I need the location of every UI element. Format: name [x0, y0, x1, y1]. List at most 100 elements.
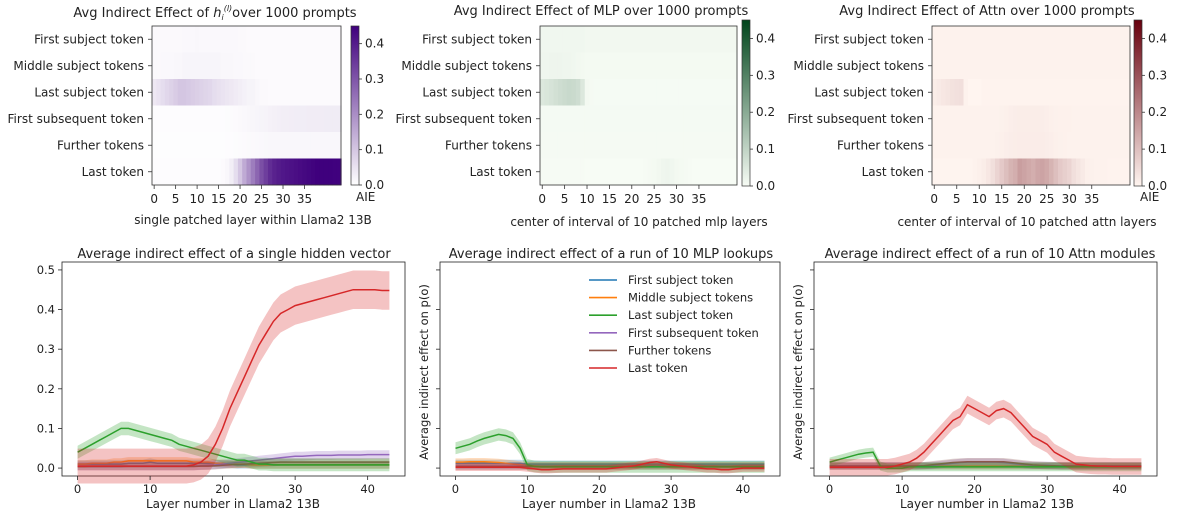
heatmap-cell	[932, 26, 938, 53]
heatmap-cell	[950, 79, 956, 106]
heatmap-row-label: Last token	[862, 165, 924, 179]
heatmap-cell	[276, 79, 282, 106]
heatmap-cell	[968, 26, 974, 53]
heatmap-cell	[963, 26, 969, 53]
heatmap-cell	[1085, 158, 1091, 186]
heatmap-cell	[611, 26, 617, 53]
heatmap-cell	[575, 52, 581, 80]
heatmap-cell	[660, 158, 666, 186]
colorbar-tick-label: 0.3	[756, 68, 775, 82]
heatmap-cell	[995, 52, 1001, 80]
heatmap-cell	[553, 158, 559, 186]
heatmap-cell	[259, 132, 265, 159]
heatmap-cell	[246, 105, 252, 133]
heatmap-cell	[1080, 52, 1086, 80]
heatmap-cell	[548, 158, 555, 186]
heatmap-row-label: Further tokens	[57, 138, 144, 152]
heatmap-cell	[629, 132, 635, 159]
heatmap-cell	[1076, 132, 1082, 159]
heatmap-cell	[190, 158, 196, 186]
heatmap-cell	[1071, 105, 1077, 133]
xtick-label: 10	[143, 482, 158, 496]
heatmap-cell	[220, 132, 226, 159]
heatmap-cell	[687, 79, 693, 106]
heatmap-cell	[336, 158, 342, 186]
heatmap-cell	[177, 79, 183, 106]
heatmap-cell	[1031, 132, 1037, 159]
heatmap-cell	[164, 52, 170, 80]
heatmap-cell	[620, 158, 626, 186]
heatmap-cell	[990, 105, 996, 133]
heatmap-cell	[656, 105, 662, 133]
heatmap-cell	[310, 105, 316, 133]
heatmap-cell	[199, 132, 205, 159]
heatmap-cell	[203, 52, 209, 80]
heatmap-cell	[607, 26, 613, 53]
heatmap-cell	[584, 26, 590, 53]
heatmap-cell	[229, 79, 235, 106]
heatmap-cell	[611, 79, 617, 106]
heatmap-cell	[936, 132, 942, 159]
heatmap-cell	[977, 79, 983, 106]
heatmap-cell	[990, 132, 996, 159]
heatmap-cell	[566, 132, 572, 159]
heatmap-cell	[1058, 26, 1064, 53]
heatmap-cell	[642, 132, 649, 159]
xtick-label: 40	[736, 482, 751, 496]
heatmap-cell	[607, 52, 613, 80]
heatmap-cell	[212, 132, 218, 159]
heatmap-attn-title: Avg Indirect Effect of Attn over 1000 pr…	[839, 4, 1135, 19]
heatmap-cell	[1044, 132, 1050, 159]
heatmap-cell	[616, 52, 622, 80]
heatmap-row-label: Further tokens	[837, 138, 924, 152]
heatmap-cell	[611, 158, 617, 186]
heatmap-cell	[328, 105, 334, 133]
heatmap-cell	[936, 158, 942, 186]
heatmap-cell	[207, 132, 213, 159]
line-hidden-xlabel: Layer number in Llama2 13B	[146, 497, 320, 511]
heatmap-cell	[625, 105, 631, 133]
heatmap-cell	[194, 158, 200, 186]
heatmap-cell	[1058, 105, 1064, 133]
heatmap-cell	[190, 132, 196, 159]
heatmap-cell	[1125, 26, 1131, 53]
heatmap-cell	[562, 158, 568, 186]
heatmap-cell	[1008, 79, 1014, 106]
line-mlp-xlabel: Layer number in Llama2 13B	[522, 497, 696, 511]
heatmap-cell	[194, 26, 200, 53]
heatmap-cell	[665, 79, 671, 106]
heatmap-xtick-label: 25	[1039, 192, 1054, 206]
heatmap-cell	[203, 79, 209, 106]
heatmap-cell	[625, 26, 631, 53]
heatmap-cell	[203, 158, 209, 186]
heatmap-cell	[1067, 158, 1073, 186]
heatmap-cell	[660, 132, 666, 159]
legend-label: First subsequent token	[628, 326, 759, 340]
heatmap-cell	[1035, 105, 1041, 133]
heatmap-cell	[1071, 158, 1077, 186]
heatmap-cell	[332, 132, 338, 159]
heatmap-cell	[169, 105, 175, 133]
heatmap-cell	[557, 132, 563, 159]
heatmap-cell	[544, 158, 550, 186]
heatmap-cell	[963, 79, 969, 106]
heatmap-cell	[660, 105, 666, 133]
heatmap-cell	[1098, 79, 1104, 106]
heatmap-cell	[1058, 79, 1064, 106]
ytick-label: 0.4	[37, 303, 55, 317]
heatmap-cell	[656, 158, 662, 186]
heatmap-cell	[692, 158, 698, 186]
heatmap-cell	[945, 26, 951, 53]
heatmap-cell	[638, 52, 644, 80]
heatmap-cell	[246, 158, 252, 186]
heatmap-cell	[1017, 158, 1023, 186]
heatmap-cell	[302, 52, 308, 80]
heatmap-cell	[696, 79, 702, 106]
heatmap-cell	[280, 158, 286, 186]
heatmap-cell	[237, 158, 243, 186]
heatmap-xtick-label: 0	[538, 192, 546, 206]
heatmap-cell	[323, 52, 329, 80]
heatmap-cell	[1107, 105, 1113, 133]
heatmap-xtick-label: 5	[953, 192, 961, 206]
legend-label: Further tokens	[628, 343, 711, 357]
